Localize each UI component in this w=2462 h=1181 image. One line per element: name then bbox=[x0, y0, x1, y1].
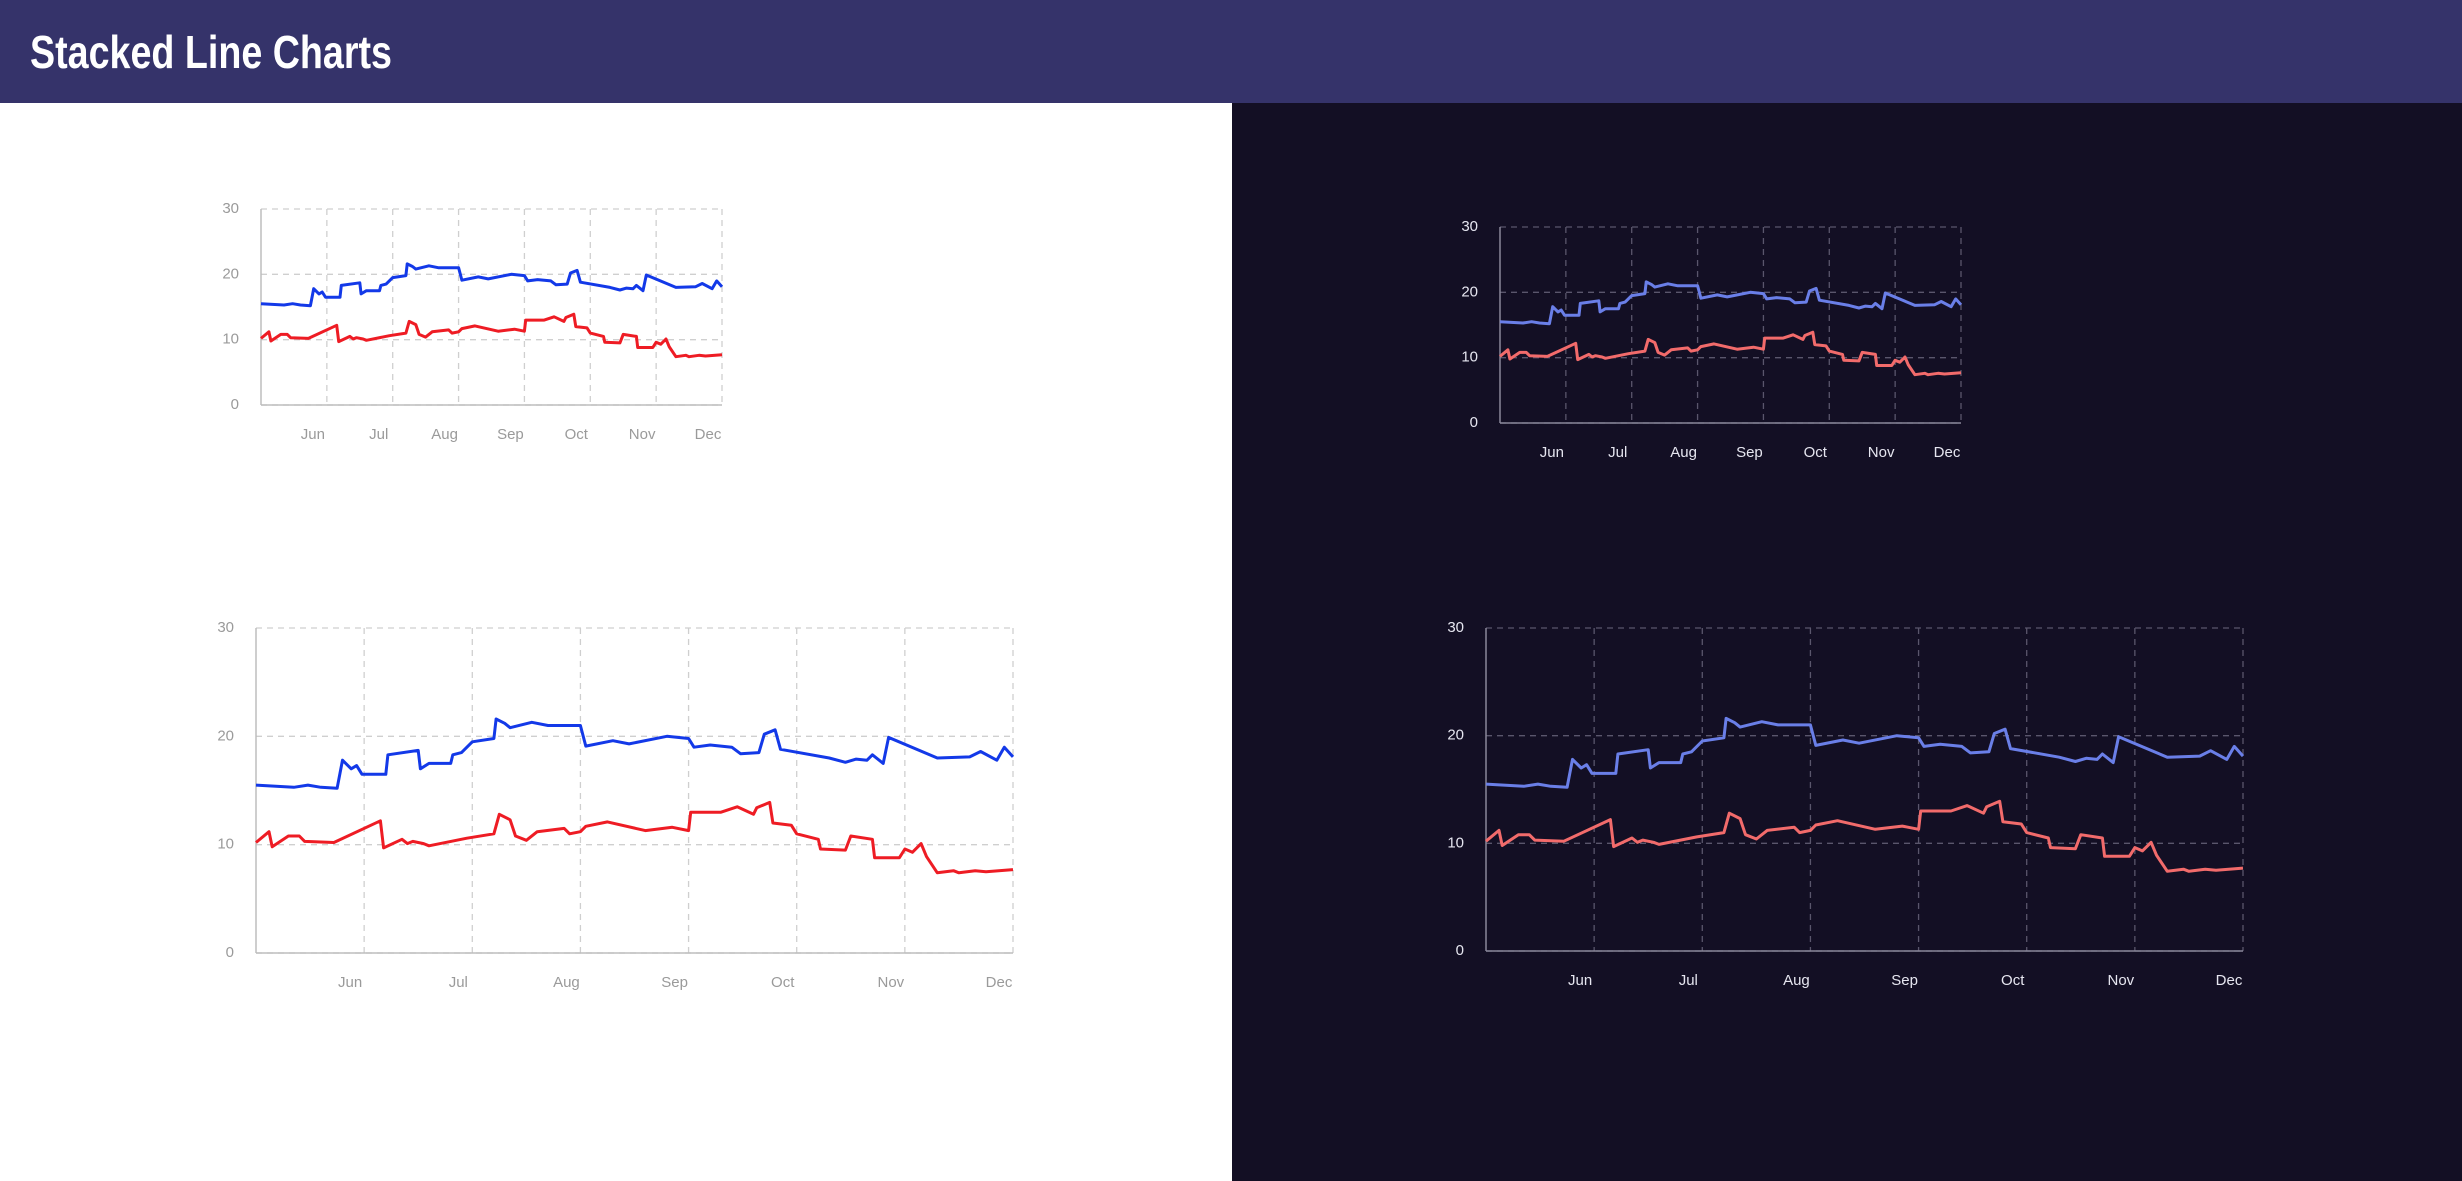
x-tick-label: Dec bbox=[695, 426, 722, 443]
y-tick-label: 10 bbox=[1461, 349, 1478, 366]
y-tick-label: 0 bbox=[1470, 414, 1478, 431]
line-series bbox=[1499, 280, 1963, 326]
y-tick-label: 10 bbox=[1447, 834, 1464, 851]
x-tick-label: Oct bbox=[1804, 444, 1828, 461]
y-tick-label: 0 bbox=[226, 944, 234, 961]
y-tick-label: 30 bbox=[222, 200, 239, 217]
x-tick-label: Sep bbox=[661, 974, 688, 991]
y-tick-label: 10 bbox=[217, 836, 234, 853]
x-tick-label: Jun bbox=[301, 426, 325, 443]
y-tick-label: 0 bbox=[1456, 942, 1464, 959]
x-tick-label: Sep bbox=[497, 426, 524, 443]
y-tick-label: 20 bbox=[217, 727, 234, 744]
x-tick-label: Nov bbox=[629, 426, 656, 443]
line-series bbox=[255, 800, 1014, 875]
line-series bbox=[1485, 716, 2245, 789]
x-tick-label: Jun bbox=[1568, 972, 1592, 989]
x-tick-label: Nov bbox=[1868, 444, 1895, 461]
x-tick-label: Jun bbox=[338, 974, 362, 991]
y-tick-label: 0 bbox=[231, 396, 239, 413]
x-tick-label: Oct bbox=[2001, 972, 2025, 989]
x-tick-label: Jun bbox=[1540, 444, 1564, 461]
line-series bbox=[1499, 330, 1962, 377]
x-tick-label: Sep bbox=[1891, 972, 1918, 989]
y-tick-label: 20 bbox=[1461, 283, 1478, 300]
x-tick-label: Aug bbox=[1670, 444, 1697, 461]
x-tick-label: Dec bbox=[1934, 444, 1961, 461]
chart: 0 10 20 30 Jun Jul Aug Sep Oct Nov Dec bbox=[1447, 619, 2245, 989]
x-tick-label: Jul bbox=[449, 974, 468, 991]
x-tick-label: Nov bbox=[2108, 972, 2135, 989]
x-tick-label: Aug bbox=[431, 426, 458, 443]
x-tick-label: Jul bbox=[1608, 444, 1627, 461]
x-tick-label: Dec bbox=[986, 974, 1013, 991]
header-title: Stacked Line Charts bbox=[30, 26, 392, 78]
chart: 0 10 20 30 Jun Jul Aug Sep Oct Nov Dec bbox=[217, 619, 1015, 991]
x-tick-label: Sep bbox=[1736, 444, 1763, 461]
dark-panel bbox=[1232, 103, 2462, 1181]
y-tick-label: 30 bbox=[1461, 218, 1478, 235]
x-tick-label: Aug bbox=[553, 974, 580, 991]
y-tick-label: 20 bbox=[222, 265, 239, 282]
line-series bbox=[260, 262, 724, 308]
y-tick-label: 30 bbox=[1447, 619, 1464, 636]
x-tick-label: Jul bbox=[369, 426, 388, 443]
x-tick-label: Jul bbox=[1679, 972, 1698, 989]
x-tick-label: Dec bbox=[2216, 972, 2243, 989]
x-tick-label: Nov bbox=[878, 974, 905, 991]
y-tick-label: 30 bbox=[217, 619, 234, 636]
y-tick-label: 20 bbox=[1447, 727, 1464, 744]
x-tick-label: Oct bbox=[771, 974, 795, 991]
x-tick-label: Aug bbox=[1783, 972, 1810, 989]
chart: 0 10 20 30 Jun Jul Aug Sep Oct Nov Dec bbox=[222, 200, 724, 443]
chart: 0 10 20 30 Jun Jul Aug Sep Oct Nov Dec bbox=[1461, 218, 1963, 461]
line-series bbox=[260, 312, 723, 359]
line-series bbox=[255, 717, 1015, 790]
y-tick-label: 10 bbox=[222, 331, 239, 348]
line-series bbox=[1485, 799, 2244, 873]
x-tick-label: Oct bbox=[565, 426, 589, 443]
header-bar bbox=[0, 0, 2462, 103]
